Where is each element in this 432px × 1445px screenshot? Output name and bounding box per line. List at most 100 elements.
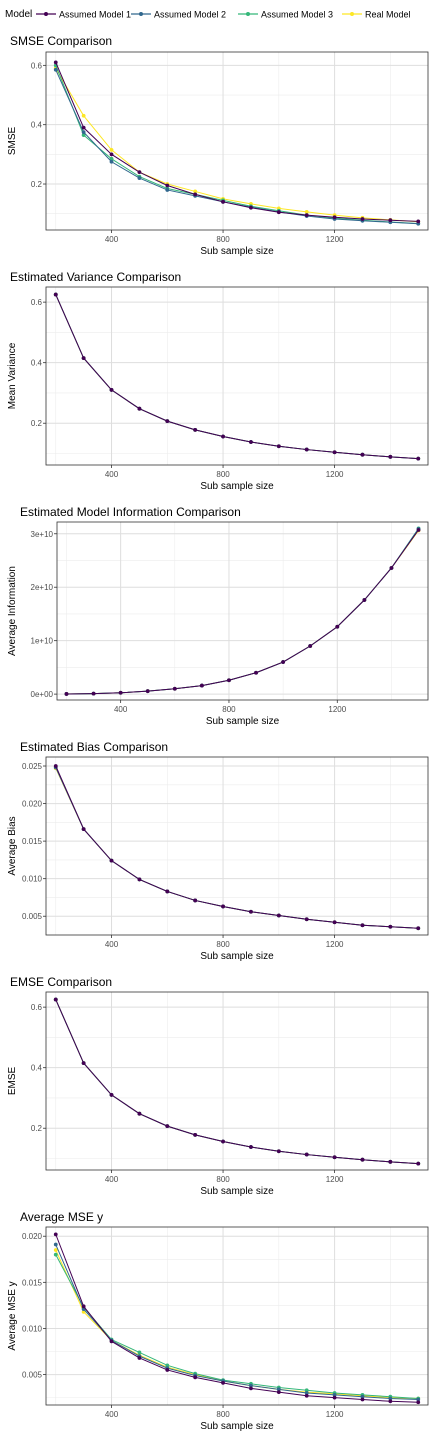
series-line <box>55 294 419 460</box>
y-tick-label: 0.005 <box>22 912 43 921</box>
series-real-model <box>64 528 421 696</box>
data-point <box>221 904 225 909</box>
chart-panel-estimated-model-information-comparison: 400 800 1200 0e+00 1e+10 2e+10 3e+10 Estimated … <box>7 505 429 727</box>
series-assumed-model-2 <box>53 292 421 461</box>
y-tick-label: 3e+10 <box>31 530 54 539</box>
data-point <box>137 1350 142 1355</box>
data-point <box>416 1400 421 1405</box>
data-point <box>308 644 313 648</box>
series-assumed-model-3 <box>53 1252 421 1401</box>
series-assumed-model-1 <box>53 60 421 224</box>
x-tick-label: 800 <box>216 1175 230 1184</box>
data-point <box>81 1304 86 1309</box>
data-point <box>276 1149 281 1154</box>
legend-label: Assumed Model 3 <box>261 10 333 20</box>
series-assumed-model-1 <box>53 1232 421 1405</box>
chart-title: Estimated Bias Comparison <box>20 740 168 754</box>
data-point <box>193 898 198 903</box>
series-assumed-model-1 <box>53 292 421 461</box>
series-line <box>55 1254 419 1400</box>
chart-title: Average MSE y <box>20 1210 103 1224</box>
data-point <box>388 1399 393 1404</box>
data-point <box>81 125 86 130</box>
data-point <box>64 692 69 696</box>
series-line <box>55 766 419 929</box>
data-point <box>53 1252 58 1257</box>
data-point <box>81 113 86 118</box>
legend-key-point <box>139 12 143 16</box>
x-tick-label: 800 <box>222 705 236 714</box>
series-line <box>55 294 419 460</box>
y-tick-label: 0.015 <box>22 837 43 846</box>
chart-panel-estimated-variance-comparison: 400 800 1200 0.2 0.4 0.6 Estimated Variance Co… <box>7 270 429 492</box>
series-line <box>66 528 419 695</box>
y-tick-label: 0.2 <box>31 419 43 428</box>
series-line <box>55 294 419 460</box>
data-point <box>304 917 309 922</box>
data-point <box>165 1368 170 1372</box>
data-point <box>199 683 204 688</box>
data-point <box>254 670 258 675</box>
x-axis-label: Sub sample size <box>200 951 274 962</box>
series-assumed-model-2 <box>53 1242 421 1402</box>
y-tick-label: 1e+10 <box>31 637 54 646</box>
data-point <box>221 434 225 439</box>
panel-border <box>56 521 429 701</box>
y-axis-label: SMSE <box>7 127 18 156</box>
chart-title: Estimated Model Information Comparison <box>20 505 241 519</box>
chart-panels: 400 800 1200 0.2 0.4 0.6 SMSE Comparison Sub sa… <box>7 34 429 1432</box>
x-tick-label: 400 <box>114 705 128 714</box>
data-point <box>360 923 365 928</box>
data-point <box>221 1380 225 1385</box>
data-point <box>109 388 114 392</box>
chart-panel-average-mse-y: 400 800 1200 0.005 0.010 0.015 0.020 Average MS… <box>7 1210 429 1432</box>
data-point <box>81 133 86 137</box>
data-point <box>137 176 142 180</box>
data-point <box>227 678 231 683</box>
panel-border <box>45 51 429 231</box>
series-line <box>55 999 419 1165</box>
chart-panel-smse-comparison: 400 800 1200 0.2 0.4 0.6 SMSE Comparison Sub sa… <box>7 34 429 257</box>
data-point <box>388 1396 393 1401</box>
y-tick-label: 0.6 <box>31 298 43 307</box>
data-point <box>91 691 96 696</box>
data-point <box>165 188 170 192</box>
series-assumed-model-1 <box>53 764 421 931</box>
series-line <box>55 65 419 224</box>
y-tick-label: 0.020 <box>22 1232 43 1241</box>
data-point <box>281 660 286 664</box>
x-axis-label: Sub sample size <box>200 1186 274 1197</box>
series-assumed-model-3 <box>53 997 421 1166</box>
legend-item-real-model: Real Model <box>342 10 411 20</box>
x-axis-label: Sub sample size <box>206 716 280 727</box>
data-point <box>276 1387 281 1392</box>
data-point <box>416 528 421 532</box>
data-point <box>360 452 365 457</box>
x-tick-label: 400 <box>105 470 119 479</box>
data-point <box>388 218 393 223</box>
data-point <box>416 456 421 461</box>
x-tick-label: 400 <box>105 1410 119 1419</box>
data-point <box>332 215 337 220</box>
data-point <box>362 598 367 602</box>
series-line <box>55 768 419 929</box>
legend-item-assumed-model-3: Assumed Model 3 <box>238 10 333 20</box>
data-point <box>109 156 114 161</box>
x-axis-label: Sub sample size <box>200 481 274 492</box>
data-point <box>53 1232 58 1237</box>
data-point <box>53 997 58 1002</box>
panel-border <box>45 286 429 466</box>
legend-key-point <box>350 12 354 16</box>
x-tick-label: 1200 <box>326 1410 344 1419</box>
x-tick-label: 800 <box>216 235 230 244</box>
series-line <box>55 1244 419 1400</box>
data-point <box>416 1161 421 1166</box>
data-point <box>416 219 421 224</box>
data-point <box>193 192 198 197</box>
y-tick-label: 0.005 <box>22 1371 43 1380</box>
data-point <box>249 1145 253 1149</box>
x-tick-label: 800 <box>216 470 230 479</box>
series-real-model <box>53 66 421 224</box>
y-axis-label: Average MSE y <box>7 1281 18 1350</box>
